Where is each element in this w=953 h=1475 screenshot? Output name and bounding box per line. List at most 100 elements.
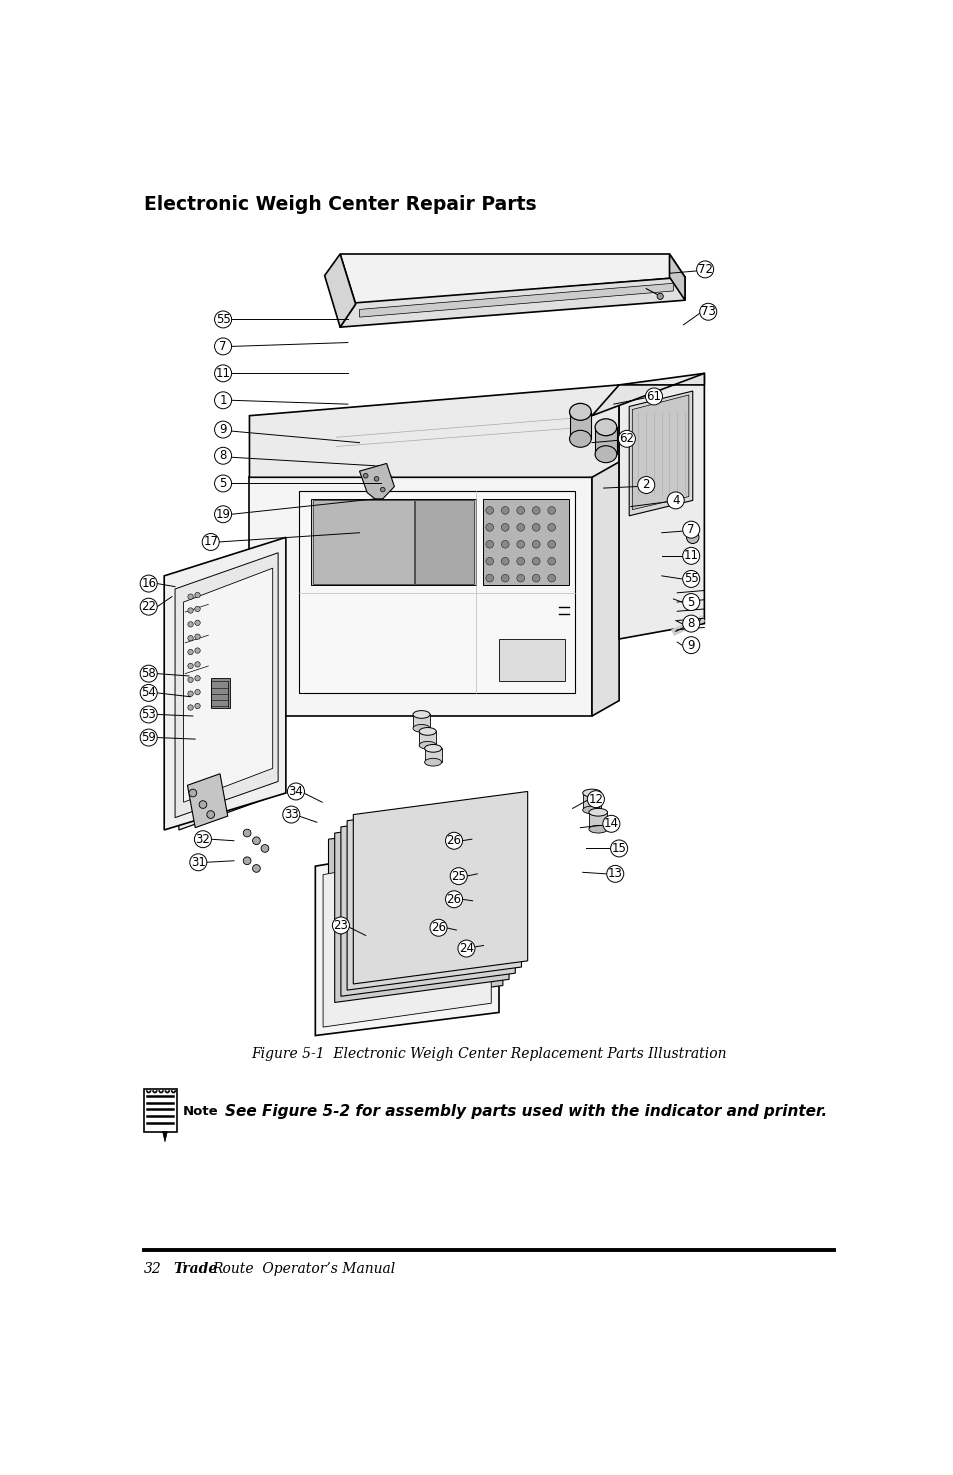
Circle shape (188, 594, 193, 599)
Text: 7: 7 (687, 524, 694, 535)
Circle shape (517, 540, 524, 549)
Circle shape (485, 524, 493, 531)
Text: 61: 61 (646, 389, 660, 403)
Circle shape (202, 534, 219, 550)
Circle shape (194, 689, 200, 695)
Circle shape (194, 830, 212, 848)
Ellipse shape (588, 808, 607, 816)
Circle shape (188, 649, 193, 655)
Circle shape (374, 466, 381, 473)
Circle shape (287, 783, 304, 799)
Circle shape (532, 558, 539, 565)
Text: 55: 55 (215, 313, 231, 326)
Text: Electronic Weigh Center Repair Parts: Electronic Weigh Center Repair Parts (144, 195, 537, 214)
Ellipse shape (569, 431, 591, 447)
Circle shape (199, 801, 207, 808)
Polygon shape (632, 395, 688, 510)
Polygon shape (249, 478, 592, 715)
Text: 5: 5 (219, 476, 227, 490)
Polygon shape (353, 792, 527, 984)
Polygon shape (629, 391, 692, 516)
Text: 72: 72 (697, 263, 712, 276)
Polygon shape (418, 732, 436, 745)
Ellipse shape (569, 403, 591, 420)
Circle shape (696, 261, 713, 277)
Circle shape (532, 540, 539, 549)
Circle shape (445, 832, 462, 850)
Text: 34: 34 (288, 785, 303, 798)
Text: Figure 5-1  Electronic Weigh Center Replacement Parts Illustration: Figure 5-1 Electronic Weigh Center Repla… (251, 1047, 726, 1061)
Text: 26: 26 (446, 892, 461, 906)
Polygon shape (569, 412, 591, 438)
Ellipse shape (413, 724, 430, 732)
Polygon shape (340, 277, 684, 327)
Text: 1: 1 (219, 394, 227, 407)
Polygon shape (335, 810, 509, 1003)
Polygon shape (359, 463, 394, 499)
Circle shape (261, 845, 269, 853)
Text: 15: 15 (611, 842, 626, 855)
Circle shape (194, 606, 200, 612)
Circle shape (457, 940, 475, 957)
Circle shape (282, 807, 299, 823)
Text: 22: 22 (141, 600, 156, 614)
Ellipse shape (595, 419, 617, 435)
Circle shape (517, 506, 524, 515)
Circle shape (253, 836, 260, 845)
Text: 58: 58 (141, 667, 156, 680)
Circle shape (500, 558, 509, 565)
Circle shape (214, 364, 232, 382)
Circle shape (243, 857, 251, 864)
Circle shape (686, 531, 699, 543)
Text: 9: 9 (219, 423, 227, 437)
Circle shape (682, 615, 699, 633)
Circle shape (140, 684, 157, 702)
Circle shape (214, 506, 232, 522)
Circle shape (532, 506, 539, 515)
Circle shape (618, 431, 635, 447)
Polygon shape (323, 845, 491, 1027)
Circle shape (140, 575, 157, 591)
Circle shape (682, 521, 699, 538)
Circle shape (666, 493, 683, 509)
Circle shape (188, 664, 193, 668)
Circle shape (547, 506, 555, 515)
Circle shape (194, 676, 200, 681)
Circle shape (214, 447, 232, 465)
Text: 54: 54 (141, 686, 156, 699)
Circle shape (194, 593, 200, 597)
Circle shape (699, 304, 716, 320)
Circle shape (214, 420, 232, 438)
Circle shape (253, 864, 260, 872)
Polygon shape (313, 500, 414, 584)
Circle shape (188, 690, 193, 696)
Polygon shape (340, 804, 515, 996)
Polygon shape (359, 283, 673, 317)
Ellipse shape (588, 826, 607, 833)
Polygon shape (340, 304, 355, 327)
Polygon shape (592, 462, 618, 715)
Circle shape (332, 917, 349, 934)
Text: 73: 73 (700, 305, 715, 319)
Circle shape (450, 867, 467, 885)
Polygon shape (415, 500, 474, 584)
Circle shape (657, 294, 662, 299)
Polygon shape (588, 813, 607, 829)
Ellipse shape (582, 807, 600, 814)
Ellipse shape (418, 727, 436, 735)
Polygon shape (174, 553, 278, 817)
Polygon shape (595, 428, 617, 454)
Polygon shape (315, 835, 498, 1035)
Circle shape (587, 791, 604, 808)
Text: 24: 24 (458, 943, 474, 954)
Polygon shape (498, 639, 564, 681)
Polygon shape (592, 373, 703, 416)
Circle shape (194, 634, 200, 639)
Polygon shape (162, 1131, 167, 1142)
Text: 19: 19 (215, 507, 231, 521)
Text: 12: 12 (588, 792, 602, 805)
Circle shape (517, 524, 524, 531)
Circle shape (682, 637, 699, 653)
Circle shape (485, 506, 493, 515)
Circle shape (682, 593, 699, 611)
